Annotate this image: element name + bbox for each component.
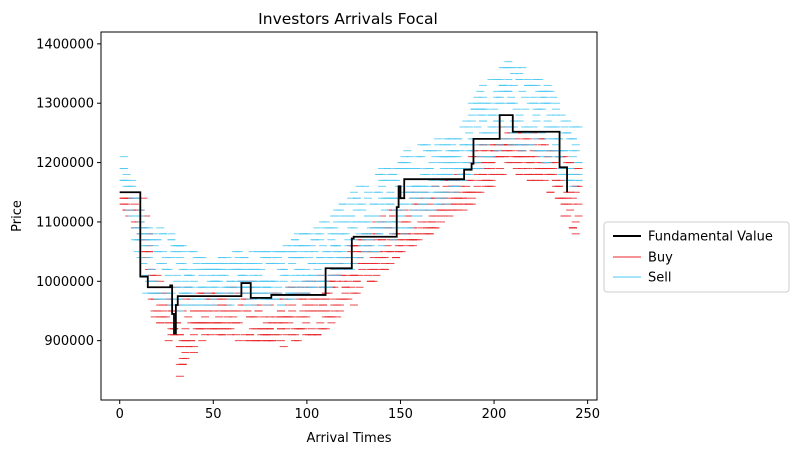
fundamental-value-line — [119, 114, 568, 335]
legend: Fundamental Value Buy Sell — [603, 221, 790, 293]
legend-sell-label: Sell — [648, 271, 671, 286]
x-tick-label: 250 — [575, 407, 600, 422]
y-tick-label: 1300000 — [36, 97, 94, 112]
x-axis: 0 50 100 150 200 250 — [116, 400, 600, 422]
y-tick-label: 1400000 — [36, 37, 94, 52]
legend-buy-label: Buy — [648, 251, 673, 266]
x-tick-label: 0 — [116, 407, 124, 422]
x-tick-label: 200 — [482, 407, 507, 422]
x-tick-label: 150 — [388, 407, 413, 422]
y-tick-label: 1000000 — [36, 275, 94, 290]
legend-fundamental-value-label: Fundamental Value — [648, 230, 773, 245]
x-tick-label: 50 — [205, 407, 222, 422]
y-axis: 900000 1000000 1100000 1200000 1300000 140000… — [36, 37, 101, 349]
plot-frame — [100, 31, 598, 401]
y-tick-label: 1100000 — [36, 215, 94, 230]
y-tick-label: 1200000 — [36, 156, 94, 171]
fundamental-value-series — [119, 114, 568, 335]
x-axis-label: Arrival Times — [307, 431, 392, 446]
y-axis-label: Price — [10, 200, 25, 232]
chart-title: Investors Arrivals Focal — [258, 10, 438, 28]
x-tick-label: 100 — [294, 407, 319, 422]
y-tick-label: 900000 — [44, 334, 94, 349]
legend-box — [603, 221, 790, 293]
